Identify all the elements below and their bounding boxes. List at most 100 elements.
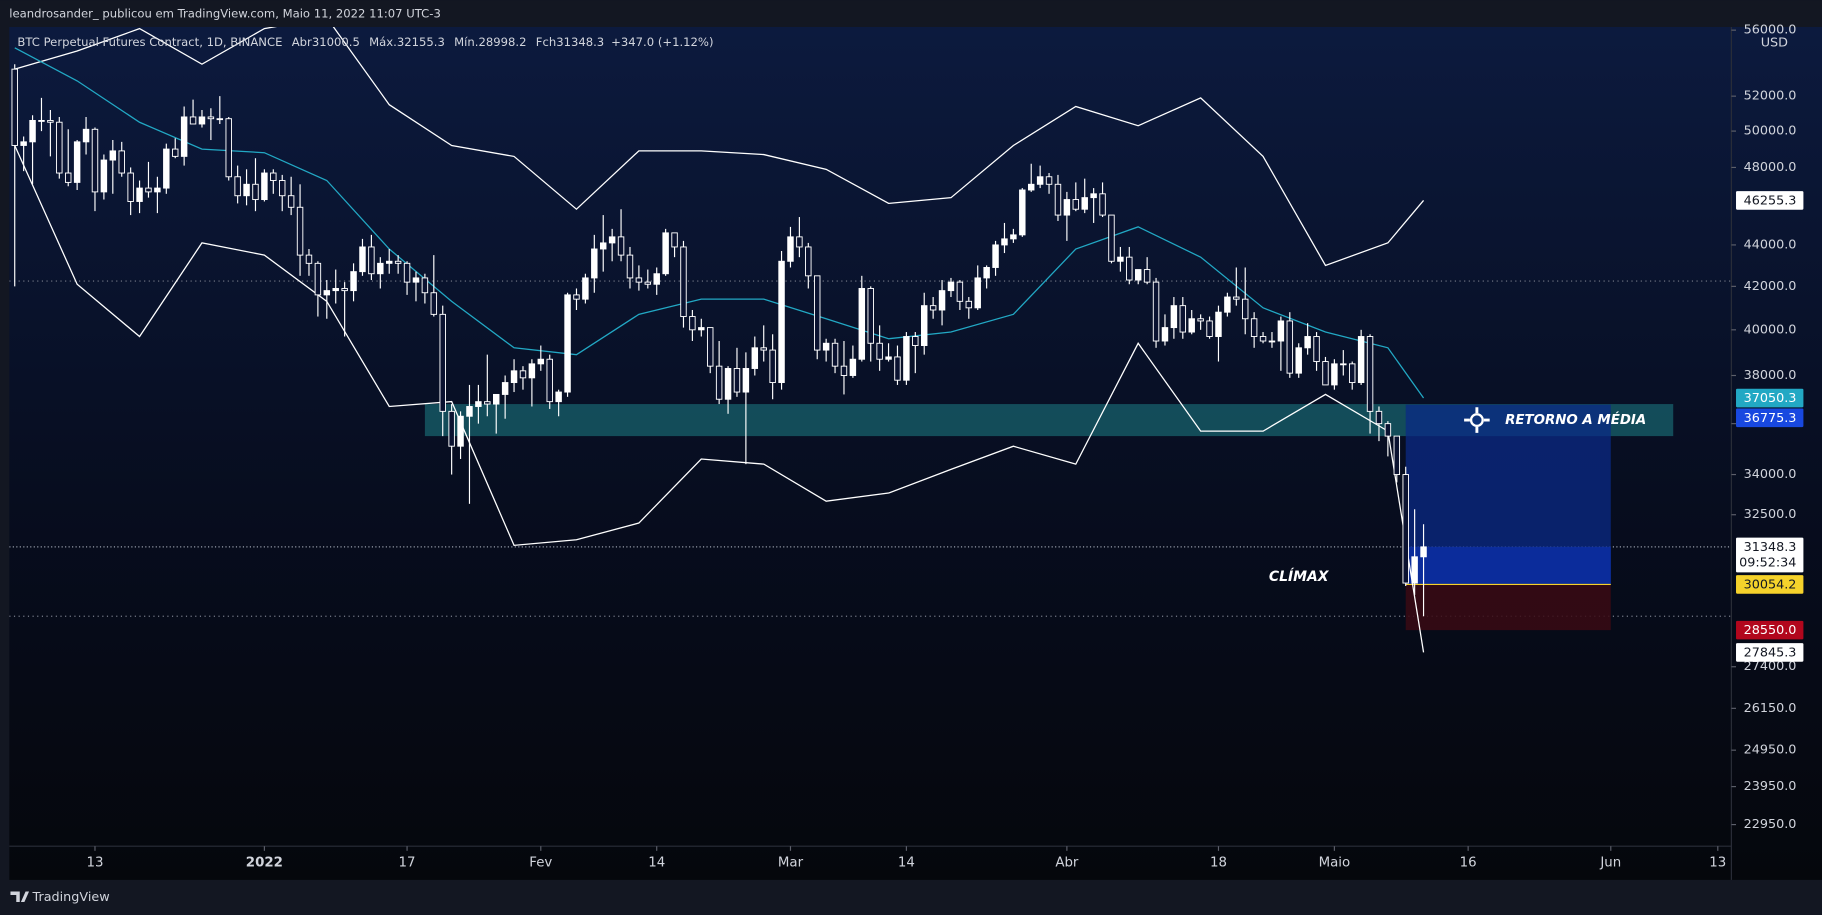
- candle-body: [510, 370, 518, 384]
- candle-body: [1001, 238, 1008, 246]
- y-tick-label: 44000.0: [1744, 237, 1797, 252]
- price-label-bg: [1736, 620, 1804, 640]
- candle-body: [278, 180, 286, 197]
- y-tick-label: 56000.0: [1744, 23, 1797, 38]
- candle-body: [965, 300, 973, 309]
- candle-body: [1357, 336, 1365, 384]
- candle-body: [1259, 336, 1267, 342]
- candle-body: [457, 415, 464, 447]
- band-upper: [14, 26, 1425, 267]
- candle-body: [1304, 336, 1311, 349]
- y-tick-label: 23950.0: [1744, 779, 1797, 794]
- candle-body: [1393, 435, 1401, 476]
- candle-body: [1295, 347, 1302, 374]
- x-tick-label: 13: [86, 855, 103, 870]
- candle-body: [1322, 361, 1329, 386]
- candle-body: [1197, 318, 1204, 322]
- price-label-bg: [1736, 388, 1804, 408]
- candle-body: [680, 246, 687, 318]
- candle-body: [216, 118, 224, 121]
- candle-body: [519, 370, 527, 379]
- candle-body: [938, 290, 946, 311]
- legend-item: 32155.3: [397, 35, 445, 49]
- candle-body: [64, 172, 72, 183]
- candle-body: [769, 349, 776, 384]
- candle-body: [1099, 193, 1106, 216]
- candle-body: [778, 260, 785, 384]
- candle-body: [724, 368, 732, 400]
- price-label-bg: [1736, 191, 1804, 210]
- candle-body: [1331, 363, 1338, 386]
- logo-icon: [10, 891, 30, 902]
- candle-body: [466, 406, 473, 417]
- legend-item: 28998.2: [478, 35, 526, 49]
- price-label-bg: [1736, 643, 1804, 662]
- band-basis: [14, 47, 1425, 399]
- candle-body: [252, 183, 259, 201]
- candle-body: [894, 356, 901, 381]
- candle-body: [706, 327, 714, 367]
- candle-body: [501, 382, 509, 395]
- candle-body: [1340, 363, 1347, 366]
- legend-item: Máx.: [369, 35, 397, 49]
- candle-body: [118, 150, 125, 174]
- candle-body: [385, 260, 393, 264]
- candle-body: [591, 248, 598, 279]
- y-tick-label: 22950.0: [1744, 817, 1797, 832]
- plot: [9, 26, 1732, 653]
- candle-body: [813, 275, 821, 351]
- legend-item: 31348.3: [556, 35, 604, 49]
- candle-body: [956, 281, 964, 302]
- position-stop: [1405, 584, 1611, 631]
- y-tick-label: 34000.0: [1744, 467, 1797, 482]
- move-icon-arrows: [1464, 407, 1490, 433]
- candle-body: [109, 150, 117, 161]
- candle-body: [1019, 189, 1026, 236]
- candle-body: [403, 262, 411, 283]
- price-label: 46255.3: [1744, 193, 1797, 208]
- candle-body: [145, 187, 152, 193]
- y-tick-label: 32500.0: [1744, 507, 1797, 522]
- candle-body: [1036, 176, 1044, 185]
- y-tick-label: 38000.0: [1744, 368, 1797, 383]
- candle-body: [751, 347, 759, 369]
- price-label: 30054.2: [1744, 577, 1797, 592]
- candle-body: [1063, 199, 1071, 216]
- overlay: CLÍMAX RETORNO A MÉDIA: [1269, 407, 1646, 585]
- candle-body: [920, 305, 928, 347]
- candle-body: [1010, 234, 1017, 240]
- candle-body: [323, 290, 331, 296]
- position-progress: [1405, 546, 1611, 585]
- candle-body: [38, 119, 45, 122]
- candle-body: [1224, 296, 1231, 313]
- candle-body: [787, 236, 794, 262]
- candle-body: [492, 393, 500, 405]
- candle-body: [1250, 318, 1258, 337]
- candle-body: [822, 342, 830, 351]
- candle-body: [849, 358, 857, 376]
- candle-body: [56, 121, 63, 174]
- candle-body: [439, 313, 446, 412]
- candle-body: [296, 206, 304, 256]
- candle-body: [715, 365, 723, 400]
- x-tick-label: Mar: [778, 855, 804, 870]
- countdown: 09:52:34: [1739, 556, 1796, 571]
- x-tick-label: 14: [648, 855, 665, 870]
- candle-body: [555, 391, 562, 403]
- candle-body: [314, 262, 322, 296]
- candle-body: [29, 119, 36, 143]
- candle-body: [341, 288, 348, 292]
- candle-body: [1268, 340, 1276, 343]
- candle-body: [1241, 298, 1249, 320]
- price-label: 31348.3: [1744, 540, 1797, 555]
- x-tick-label: Jun: [1599, 855, 1621, 870]
- y-tick-label: 50000.0: [1744, 124, 1797, 139]
- candle-body: [412, 277, 420, 283]
- candle-body: [1027, 183, 1035, 191]
- candle-body: [1366, 336, 1374, 412]
- candle-body: [368, 246, 375, 275]
- candle-body: [805, 246, 812, 277]
- candle-body: [831, 342, 839, 367]
- price-label: 36775.3: [1744, 411, 1797, 426]
